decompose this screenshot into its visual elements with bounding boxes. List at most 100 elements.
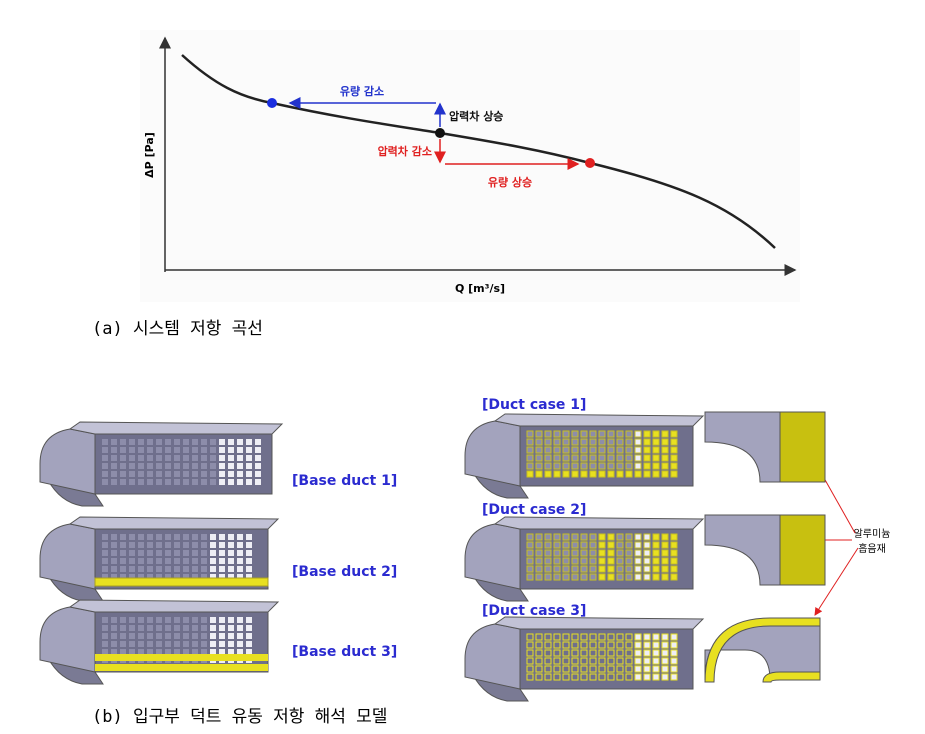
duct-cell [156, 641, 162, 647]
duct-cell [246, 447, 252, 453]
duct-cell [580, 446, 588, 454]
duct-cell [652, 565, 660, 573]
duct-cell [661, 641, 669, 649]
duct-cell [670, 657, 678, 665]
duct-cell [210, 534, 216, 540]
duct-cell [562, 565, 570, 573]
duct-cell [192, 550, 198, 556]
duct-cell [165, 455, 171, 461]
duct-cell [607, 454, 615, 462]
duct-cell [535, 573, 543, 581]
duct-cell [562, 438, 570, 446]
duct-cell [634, 633, 642, 641]
duct-cell [526, 565, 534, 573]
duct-cell [544, 565, 552, 573]
duct-cell [174, 558, 180, 564]
duct-cell [571, 549, 579, 557]
duct-cell [535, 454, 543, 462]
duct-cell [219, 558, 225, 564]
duct-cell [237, 463, 243, 469]
duct-cell [544, 665, 552, 673]
duct-cell [138, 455, 144, 461]
duct-cell [670, 430, 678, 438]
duct-cell [138, 550, 144, 556]
duct-cell [201, 447, 207, 453]
plot-bg [140, 30, 800, 302]
duct-cell [183, 471, 189, 477]
duct-cell [526, 657, 534, 665]
duct-cell [129, 439, 135, 445]
duct-cell [589, 446, 597, 454]
duct-cell [634, 673, 642, 681]
duct-cell [553, 430, 561, 438]
duct-cell [138, 566, 144, 572]
duct-cell [643, 454, 651, 462]
duct-cell [129, 641, 135, 647]
duct-cell [580, 454, 588, 462]
duct-cell [201, 641, 207, 647]
duct-cell [219, 447, 225, 453]
duct-cell [201, 566, 207, 572]
duct-cell [210, 439, 216, 445]
duct-cell [201, 439, 207, 445]
duct-cell [237, 617, 243, 623]
duct-cell [616, 657, 624, 665]
duct-cell [183, 463, 189, 469]
duct-cell [174, 641, 180, 647]
duct-cell [526, 557, 534, 565]
duct-cell [616, 673, 624, 681]
duct-cell [598, 657, 606, 665]
duct-cell [102, 558, 108, 564]
duct-cell [652, 633, 660, 641]
duct-cell [102, 455, 108, 461]
absorber [762, 671, 821, 683]
duct-cell [634, 557, 642, 565]
duct-cell [165, 479, 171, 485]
duct-cell [544, 454, 552, 462]
duct-cell [652, 438, 660, 446]
duct-cell [580, 657, 588, 665]
duct-cell [120, 625, 126, 631]
duct-cell [535, 565, 543, 573]
duct-cell [210, 558, 216, 564]
duct-cell [652, 454, 660, 462]
duct-cell [210, 455, 216, 461]
duct-cell [228, 558, 234, 564]
duct-cell [553, 673, 561, 681]
duct-cell [607, 641, 615, 649]
duct-cell [526, 533, 534, 541]
duct-cell [589, 633, 597, 641]
duct-cell [652, 533, 660, 541]
duct-cell [571, 633, 579, 641]
duct-cell [670, 641, 678, 649]
duct-cell [634, 462, 642, 470]
duct-cell [625, 565, 633, 573]
duct-cell [571, 430, 579, 438]
duct-cell [670, 462, 678, 470]
duct-cell [526, 430, 534, 438]
duct-cell [210, 447, 216, 453]
duct-top [493, 516, 705, 530]
duct-cell [526, 541, 534, 549]
duct-cell [643, 470, 651, 478]
duct-cell [138, 447, 144, 453]
duct-cell [192, 641, 198, 647]
duct-cell [598, 673, 606, 681]
duct-cell [219, 471, 225, 477]
duct-cell [607, 446, 615, 454]
duct-cell [219, 439, 225, 445]
duct-cell [228, 534, 234, 540]
duct-cell [246, 649, 252, 655]
duct-cell [183, 617, 189, 623]
duct-cell [192, 649, 198, 655]
duct-cell [111, 641, 117, 647]
duct-cell [129, 447, 135, 453]
duct-cell [165, 447, 171, 453]
duct-cell [535, 665, 543, 673]
duct-cell [165, 558, 171, 564]
duct-cell [625, 454, 633, 462]
duct-cell [129, 566, 135, 572]
duct-cell [535, 657, 543, 665]
duct-cell [562, 470, 570, 478]
duct-cell [246, 558, 252, 564]
